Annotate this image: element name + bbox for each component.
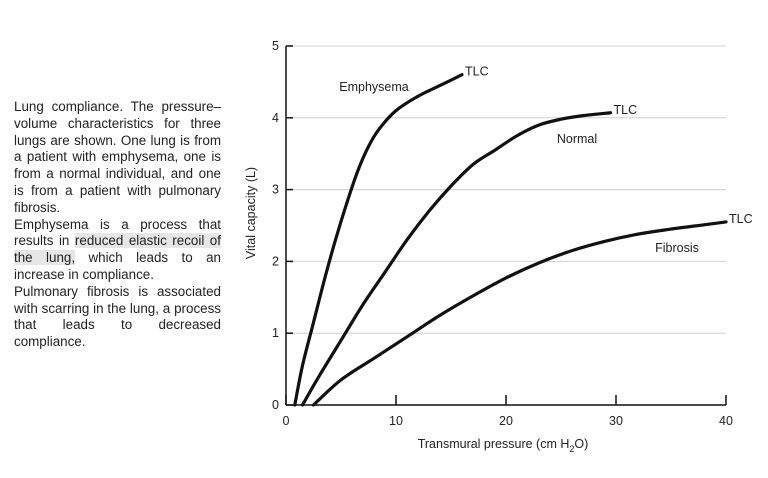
- y-tick-label-0: 0: [272, 398, 279, 412]
- x-tick-label-0: 0: [283, 414, 290, 428]
- y-tick-label-3: 3: [272, 183, 279, 197]
- caption-paragraph-2: Emphysema is a process that results in r…: [14, 217, 221, 284]
- normal-label: Normal: [557, 132, 597, 146]
- x-axis-label: Transmural pressure (cm H2O): [418, 437, 589, 454]
- y-tick-label-5: 5: [272, 39, 279, 53]
- normal-tlc-label: TLC: [614, 103, 638, 117]
- caption-paragraph-1: Lung compliance. The pressure–volume cha…: [14, 99, 221, 215]
- axes: [285, 45, 727, 406]
- x-tick-label-10: 10: [389, 414, 403, 428]
- grid-lines: [286, 45, 726, 334]
- figure-caption: Lung compliance. The pressure–volume cha…: [14, 99, 221, 351]
- emphysema-label: Emphysema: [339, 80, 409, 94]
- y-tick-label-2: 2: [272, 254, 279, 268]
- caption-p2-end: which leads to an increase in compliance…: [14, 250, 221, 282]
- emphysema-curve: [293, 73, 464, 407]
- y-tick-label-4: 4: [272, 111, 279, 125]
- curves: [293, 73, 728, 407]
- curve-labels: TLC Emphysema TLC Normal TLC Fibrosis: [339, 65, 752, 255]
- x-tick-label-40: 40: [719, 414, 733, 428]
- caption-p2-start: Emphysema is a process that results in: [14, 216, 221, 249]
- normal-curve: [300, 111, 613, 407]
- emphysema-tlc-label: TLC: [465, 65, 489, 79]
- y-axis-label: Vital capacity (L): [244, 167, 258, 259]
- x-axis-label-end: O): [574, 437, 588, 451]
- fibrosis-tlc-label: TLC: [729, 212, 753, 226]
- y-tick-label-1: 1: [272, 326, 279, 340]
- caption-paragraph-3: Pulmonary fibrosis is associated with sc…: [14, 283, 221, 350]
- x-axis-label-main: Transmural pressure (cm H: [418, 437, 570, 451]
- tick-labels: 0 1 2 3 4 5 0 10 20 30 40: [272, 39, 733, 428]
- x-tick-label-30: 30: [609, 414, 623, 428]
- fibrosis-label: Fibrosis: [655, 241, 699, 255]
- fibrosis-curve: [311, 220, 728, 407]
- x-axis-label-sub: 2: [569, 444, 574, 454]
- x-tick-label-20: 20: [499, 414, 513, 428]
